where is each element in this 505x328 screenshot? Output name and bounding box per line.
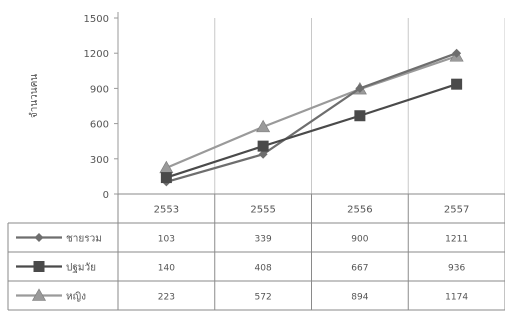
point-marker: [258, 149, 268, 159]
y-tick-label: 600: [90, 120, 109, 131]
data-label: 572: [255, 293, 272, 303]
data-label: 936: [448, 264, 465, 274]
point-marker: [452, 48, 462, 58]
point-marker: [160, 172, 172, 184]
data-label: 667: [351, 264, 368, 274]
data-label: 408: [255, 264, 272, 274]
x-tick-label: 2555: [250, 205, 275, 216]
point-marker: [451, 78, 463, 90]
series-line-2: [166, 83, 457, 179]
y-axis-label: จำนวนคน: [29, 74, 40, 118]
point-marker: [355, 83, 365, 93]
y-tick-label: 300: [90, 155, 109, 166]
data-label: 900: [351, 235, 368, 245]
series-line-3: [165, 55, 457, 169]
x-tick-label: 2553: [154, 205, 179, 216]
data-label: 223: [158, 293, 175, 303]
point-marker: [354, 110, 366, 122]
x-tick-label: 2556: [347, 205, 372, 216]
legend-entry-2: ปฐมวัย: [66, 263, 96, 274]
series-line-1: [166, 52, 458, 183]
y-tick-label: 900: [90, 84, 109, 95]
data-label: 1211: [445, 235, 468, 245]
data-label: 894: [351, 293, 368, 303]
point-marker: [257, 140, 269, 152]
legend-entry-3: หญิง: [66, 292, 86, 303]
y-tick-label: 1200: [84, 49, 109, 60]
data-label: 103: [158, 235, 175, 245]
x-tick-label: 2557: [444, 205, 469, 216]
point-marker: [31, 288, 47, 301]
y-tick-label: 0: [103, 190, 109, 201]
legend-entry-1: ชายรวม: [66, 234, 102, 245]
point-marker: [34, 233, 44, 242]
y-tick-label: 1500: [84, 14, 109, 25]
point-marker: [256, 119, 271, 133]
data-label: 140: [158, 264, 175, 274]
data-label: 1174: [445, 293, 468, 303]
point-marker: [33, 261, 45, 272]
data-label: 339: [255, 235, 272, 245]
